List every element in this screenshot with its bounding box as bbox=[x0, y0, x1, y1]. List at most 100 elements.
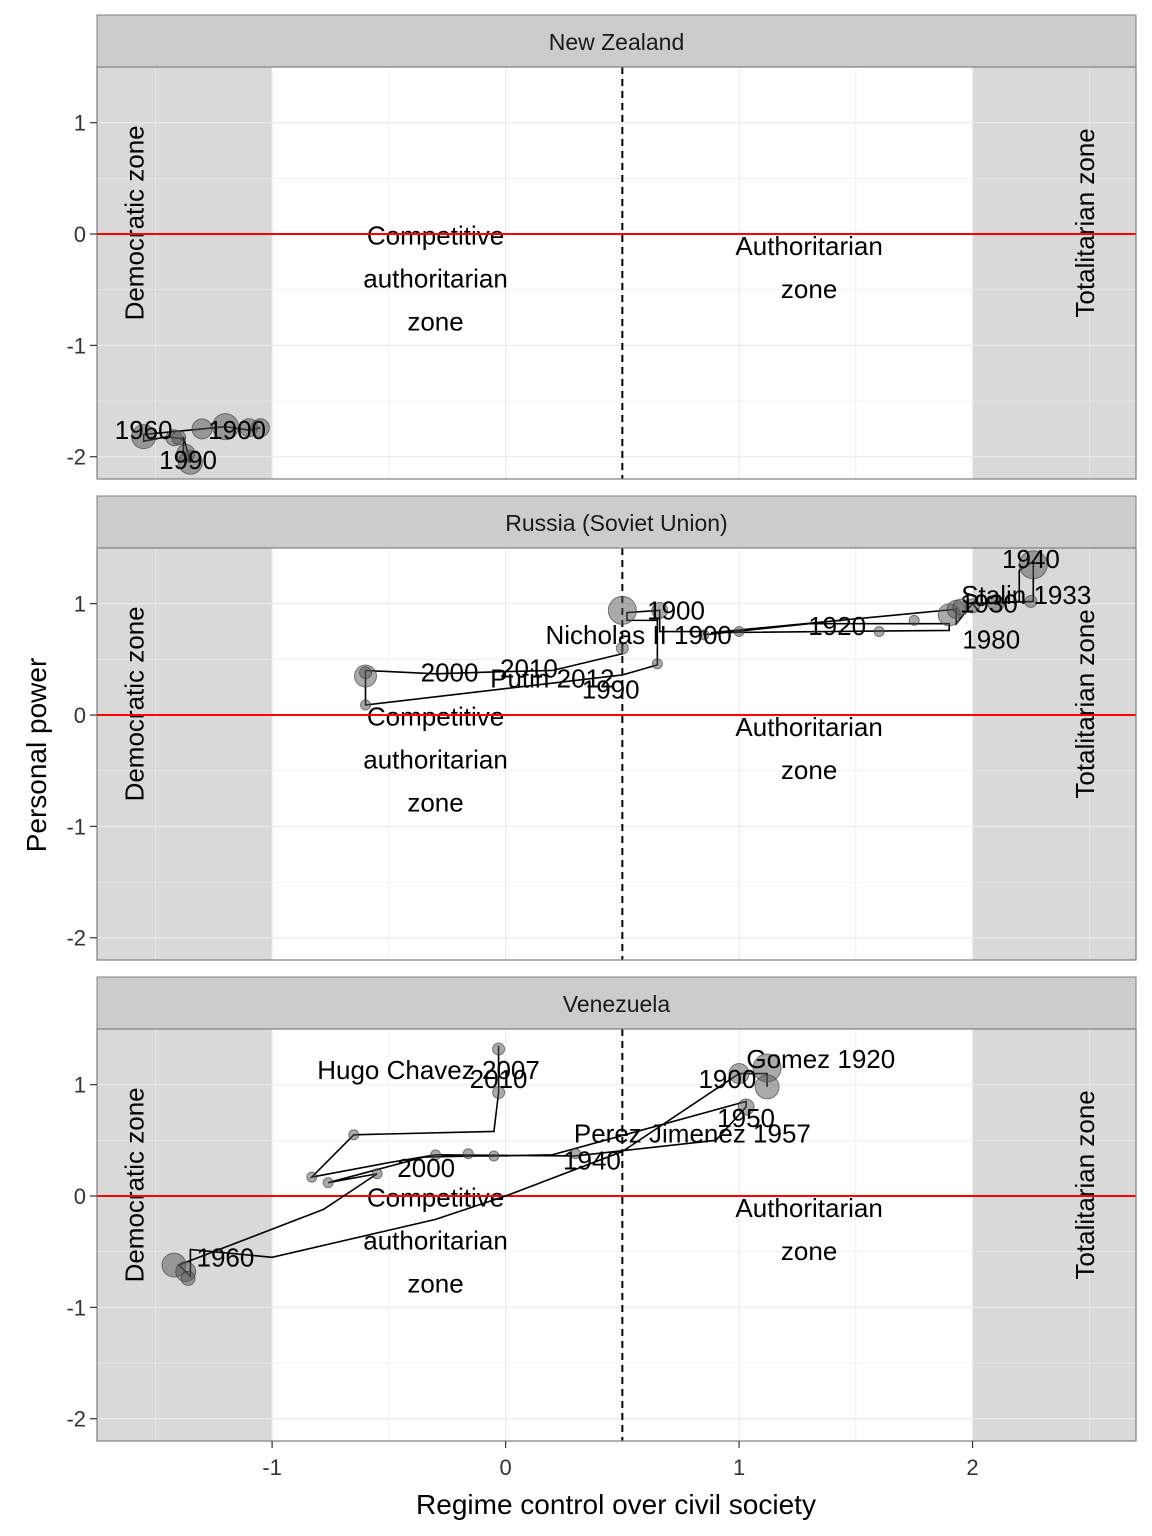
trajectory-line bbox=[177, 1045, 768, 1279]
democratic-zone-label: Democratic zone bbox=[120, 125, 150, 320]
competitive-zone-label: Competitive bbox=[367, 221, 504, 251]
data-point bbox=[728, 1063, 750, 1085]
y-tick-label: -1 bbox=[66, 814, 86, 839]
y-tick-label: 1 bbox=[74, 1073, 86, 1098]
data-point bbox=[176, 443, 196, 463]
x-tick-label: -1 bbox=[262, 1455, 282, 1480]
point-label: 2000 bbox=[421, 658, 479, 688]
authoritarian-zone-label: zone bbox=[781, 274, 837, 304]
data-point bbox=[211, 413, 239, 441]
data-point bbox=[430, 1149, 442, 1161]
panel-0: New Zealand Democratic zone Totalitarian z… bbox=[66, 14, 1137, 480]
democratic-zone-shade bbox=[97, 67, 273, 479]
competitive-zone-label: authoritarian bbox=[363, 1226, 508, 1256]
totalitarian-zone-label: Totalitarian zone bbox=[1070, 1090, 1100, 1279]
panel-title: Russia (Soviet Union) bbox=[505, 510, 727, 536]
democratic-zone-shade bbox=[97, 548, 273, 960]
point-label: 1980 bbox=[962, 624, 1020, 654]
panel-strip bbox=[96, 495, 1137, 549]
data-point bbox=[987, 595, 1005, 613]
data-point bbox=[322, 1177, 334, 1189]
data-point bbox=[570, 1148, 582, 1160]
y-tick-label: 0 bbox=[74, 222, 86, 247]
data-point bbox=[492, 1042, 506, 1056]
data-point bbox=[180, 1270, 196, 1286]
x-tick-label: 0 bbox=[499, 1455, 511, 1480]
x-axis: -1 0 1 2 bbox=[262, 1441, 979, 1480]
data-point bbox=[250, 418, 270, 438]
data-point bbox=[171, 430, 187, 446]
point-label: 1990 bbox=[582, 674, 640, 704]
point-label: 1960 bbox=[196, 1242, 254, 1272]
point-label: 2010 bbox=[500, 653, 558, 683]
data-point bbox=[651, 658, 663, 670]
data-point bbox=[965, 598, 981, 614]
panels: New Zealand Democratic zone Totalitarian z… bbox=[66, 14, 1137, 1442]
panel-strip bbox=[96, 976, 1137, 1030]
data-point bbox=[488, 1150, 500, 1162]
democratic-zone-label: Democratic zone bbox=[120, 1087, 150, 1282]
totalitarian-zone-shade bbox=[972, 67, 1136, 479]
competitive-zone-label: zone bbox=[407, 307, 463, 337]
competitive-zone-label: Competitive bbox=[367, 702, 504, 732]
panel-strip bbox=[96, 14, 1137, 68]
data-point bbox=[607, 595, 637, 625]
data-point bbox=[737, 1098, 755, 1116]
data-point bbox=[359, 666, 373, 680]
panel-1: Russia (Soviet Union) Democratic zone Tota… bbox=[66, 495, 1137, 961]
data-point bbox=[348, 1129, 360, 1141]
y-tick-label: 1 bbox=[74, 592, 86, 617]
totalitarian-zone-shade bbox=[972, 1029, 1136, 1441]
data-point bbox=[1024, 594, 1038, 608]
point-label: 1900 bbox=[647, 595, 705, 625]
point-label: Perez Jimenez 1957 bbox=[574, 1119, 811, 1149]
data-point bbox=[360, 699, 372, 711]
y-tick-label: -2 bbox=[66, 1407, 86, 1432]
point-label: 1900 bbox=[698, 1064, 756, 1094]
point-label: 1940 bbox=[563, 1145, 621, 1175]
point-label: 1960 bbox=[115, 415, 173, 445]
authoritarian-zone-label: Authoritarian bbox=[735, 1193, 882, 1223]
data-point bbox=[306, 1171, 318, 1183]
point-label: 2010 bbox=[470, 1064, 528, 1094]
point-label: Hugo Chavez 2007 bbox=[317, 1055, 540, 1085]
y-tick-label: -1 bbox=[66, 1295, 86, 1320]
data-point bbox=[131, 424, 157, 450]
democratic-zone-label: Democratic zone bbox=[120, 606, 150, 801]
authoritarian-zone-label: zone bbox=[781, 755, 837, 785]
panel-title: New Zealand bbox=[549, 29, 685, 55]
data-point bbox=[908, 614, 920, 626]
x-tick-label: 1 bbox=[733, 1455, 745, 1480]
data-point bbox=[1018, 550, 1048, 580]
panel-border bbox=[96, 66, 1137, 480]
point-label: Stalin 1933 bbox=[961, 580, 1091, 610]
point-label: Nicholas II 1900 bbox=[545, 620, 731, 650]
competitive-zone-label: zone bbox=[407, 1269, 463, 1299]
point-label: 1930 bbox=[960, 589, 1018, 619]
authoritarian-zone-label: zone bbox=[781, 1236, 837, 1266]
data-point bbox=[462, 1148, 474, 1160]
panel-border bbox=[96, 1028, 1137, 1442]
panel-border bbox=[96, 547, 1137, 961]
y-tick-label: -1 bbox=[66, 333, 86, 358]
panel-title: Venezuela bbox=[563, 991, 671, 1017]
point-label: Putin 2012 bbox=[490, 663, 614, 693]
competitive-zone-label: zone bbox=[407, 788, 463, 818]
data-point bbox=[754, 1074, 780, 1100]
data-point bbox=[733, 626, 745, 638]
authoritarian-zone-label: Authoritarian bbox=[735, 712, 882, 742]
point-label: 1940 bbox=[1002, 544, 1060, 574]
point-label: 1990 bbox=[159, 445, 217, 475]
x-axis-title: Regime control over civil society bbox=[416, 1489, 816, 1520]
y-axis-title: Personal power bbox=[21, 658, 52, 853]
data-point bbox=[651, 601, 669, 619]
competitive-zone-label: authoritarian bbox=[363, 264, 508, 294]
totalitarian-zone-shade bbox=[972, 548, 1136, 960]
y-tick-label: -2 bbox=[66, 445, 86, 470]
point-label: 1920 bbox=[808, 611, 866, 641]
y-tick-label: -2 bbox=[66, 926, 86, 951]
